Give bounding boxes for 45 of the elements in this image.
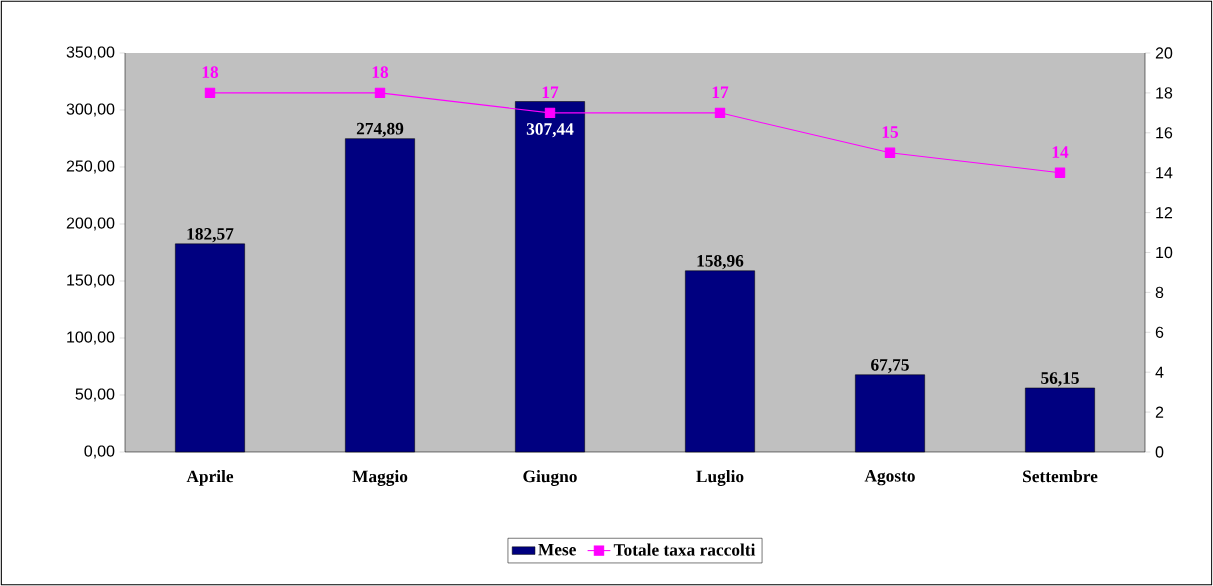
y-tick-label: 150,00 — [67, 274, 115, 288]
y2-tick-label: 0 — [1155, 446, 1164, 458]
y-tick-label: 200,00 — [66, 217, 115, 231]
point — [204, 87, 216, 99]
point — [1054, 167, 1066, 178]
y2-tick-label: 8 — [1155, 286, 1164, 299]
data-label: 17 — [712, 86, 729, 98]
data-label: 18 — [202, 66, 219, 78]
legend-label: Mese — [538, 543, 576, 556]
data-label: 182,57 — [187, 228, 234, 243]
y2-tick-label: 14 — [1156, 167, 1173, 179]
data-label: 307,44 — [526, 123, 574, 138]
point — [884, 147, 896, 158]
y2-tick-label: 20 — [1155, 47, 1173, 59]
y2-tick-label: 10 — [1156, 246, 1173, 259]
x-tick-label: Aprile — [186, 470, 234, 486]
data-label: 14 — [1052, 146, 1069, 158]
x-tick-label: Agosto — [864, 470, 915, 486]
data-label: 15 — [882, 126, 899, 138]
y-tick-label: 350,00 — [66, 46, 115, 60]
y-tick-label: 300,00 — [66, 103, 115, 117]
y2-tick-label: 18 — [1156, 87, 1173, 99]
y-tick-label: 100,00 — [67, 331, 115, 345]
x-tick-label: Settembre — [1023, 470, 1098, 483]
data-label: 274,89 — [356, 122, 404, 138]
y-tick-label: 250,00 — [66, 160, 115, 174]
y-tick-label: 0,00 — [84, 445, 115, 459]
x-tick-label: Giugno — [523, 470, 577, 486]
x-tick-label: Maggio — [352, 470, 408, 486]
y2-tick-label: 4 — [1155, 366, 1164, 378]
y-tick-label: 50,00 — [75, 388, 115, 402]
y2-tick-label: 12 — [1156, 207, 1173, 219]
data-label: 18 — [372, 66, 389, 78]
data-label: 17 — [542, 86, 559, 98]
point — [374, 87, 386, 99]
legend-label: Totale taxa raccolti — [613, 543, 756, 556]
y2-tick-label: 2 — [1155, 406, 1164, 418]
x-tick-label: Luglio — [696, 470, 744, 486]
point — [714, 107, 726, 119]
data-label: 158,96 — [697, 254, 744, 270]
data-label: 56,15 — [1041, 372, 1079, 387]
y2-tick-label: 6 — [1155, 326, 1164, 338]
y2-tick-label: 16 — [1156, 127, 1173, 139]
data-label: 67,75 — [871, 359, 909, 374]
point — [544, 107, 556, 119]
